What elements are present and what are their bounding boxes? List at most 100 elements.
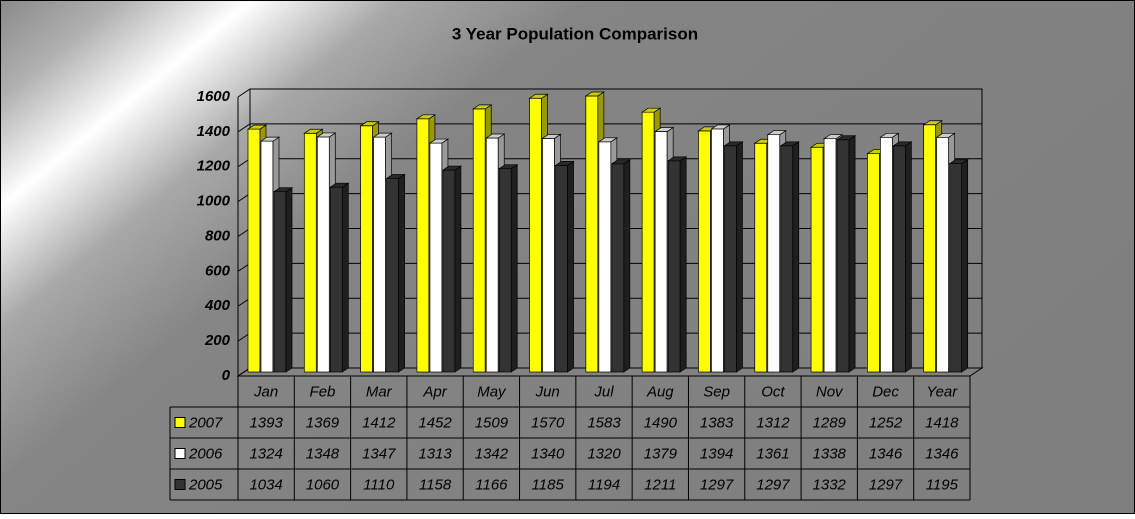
legend-label: 2007 bbox=[188, 414, 223, 431]
table-value: 1185 bbox=[532, 476, 565, 493]
bar-top bbox=[879, 132, 900, 138]
y-tick-label: 1600 bbox=[197, 88, 231, 105]
table-value: 1369 bbox=[306, 414, 340, 431]
table-value: 1452 bbox=[418, 414, 452, 431]
bar-top bbox=[779, 141, 800, 147]
bar-front bbox=[641, 111, 655, 373]
bar-front bbox=[429, 142, 443, 373]
bar-front bbox=[810, 146, 824, 373]
bar bbox=[666, 156, 688, 373]
y-tick-label: 200 bbox=[204, 332, 231, 349]
table-value: 1348 bbox=[306, 445, 340, 462]
bar-front bbox=[485, 137, 499, 373]
bar-front bbox=[386, 178, 399, 373]
bar bbox=[835, 135, 857, 373]
bar-side bbox=[510, 164, 518, 373]
table-value: 1297 bbox=[756, 476, 790, 493]
bar-front bbox=[598, 141, 612, 373]
table-value: 1383 bbox=[700, 414, 734, 431]
x-tick-label: Jan bbox=[253, 383, 278, 400]
bar-front bbox=[329, 186, 343, 373]
bar-top bbox=[415, 114, 437, 120]
bar-front bbox=[936, 136, 950, 373]
table-value: 1583 bbox=[587, 414, 621, 431]
bar-top bbox=[666, 156, 688, 162]
bar-front bbox=[880, 136, 893, 373]
bar-top bbox=[272, 187, 294, 193]
bar-front bbox=[698, 130, 711, 373]
bar-top bbox=[935, 132, 956, 138]
bar-front bbox=[667, 160, 681, 373]
bar-front bbox=[780, 145, 794, 373]
bar-front bbox=[724, 145, 737, 373]
bar-front bbox=[316, 136, 330, 373]
bar-front bbox=[303, 132, 317, 373]
bar-top bbox=[766, 130, 787, 136]
bar bbox=[948, 158, 969, 373]
grid-line bbox=[237, 88, 982, 98]
table-value: 1347 bbox=[362, 445, 396, 462]
bar-top bbox=[303, 128, 324, 134]
table-value: 1166 bbox=[475, 476, 508, 493]
bar-top bbox=[329, 182, 350, 188]
bar bbox=[441, 165, 463, 373]
bar-side bbox=[848, 135, 856, 373]
table-value: 1340 bbox=[531, 445, 565, 462]
table-value: 1346 bbox=[869, 445, 903, 462]
bar-top bbox=[372, 132, 393, 138]
bar-front bbox=[823, 138, 837, 373]
bar-top bbox=[316, 132, 337, 138]
legend-swatch bbox=[174, 479, 186, 490]
bar-top bbox=[259, 136, 281, 142]
x-tick-label: Nov bbox=[816, 383, 844, 400]
legend-swatch bbox=[174, 448, 186, 459]
bar-side bbox=[285, 187, 293, 373]
legend-label: 2005 bbox=[188, 476, 223, 493]
bar-top bbox=[485, 133, 506, 139]
bar-side bbox=[567, 160, 574, 373]
bar-front bbox=[654, 131, 668, 373]
x-tick-label: Year bbox=[926, 383, 958, 400]
x-tick-label: Dec bbox=[872, 383, 899, 400]
bar-front bbox=[949, 163, 963, 373]
x-tick-label: Oct bbox=[761, 383, 785, 400]
bar-front bbox=[867, 153, 880, 373]
table-value: 1252 bbox=[869, 414, 903, 431]
table-value: 1570 bbox=[531, 414, 565, 431]
table-value: 1195 bbox=[926, 476, 959, 493]
bar-front bbox=[360, 125, 373, 373]
bar-top bbox=[822, 134, 844, 140]
bar-top bbox=[441, 165, 463, 171]
legend-swatch bbox=[174, 417, 186, 428]
table-value: 1194 bbox=[588, 476, 620, 493]
x-tick-label: Apr bbox=[422, 383, 447, 400]
bar-top bbox=[723, 141, 744, 147]
table-value: 1312 bbox=[756, 414, 790, 431]
table-value: 1342 bbox=[475, 445, 509, 462]
bar-front bbox=[585, 95, 599, 373]
bar-front bbox=[373, 136, 386, 373]
bar-top bbox=[584, 91, 606, 97]
y-tick-label: 1400 bbox=[197, 123, 231, 140]
table-value: 1110 bbox=[363, 476, 395, 493]
bar-front bbox=[498, 168, 512, 373]
bar bbox=[385, 173, 406, 373]
bar-top bbox=[385, 174, 406, 179]
bar-top bbox=[359, 121, 380, 127]
bar-top bbox=[653, 127, 675, 132]
bar-top bbox=[498, 164, 519, 170]
bar-front bbox=[529, 97, 542, 373]
bar-top bbox=[610, 159, 632, 165]
bar-side bbox=[341, 182, 349, 373]
bar-front bbox=[836, 139, 850, 373]
bar-side bbox=[679, 156, 687, 373]
bar-front bbox=[923, 124, 937, 373]
bar-top bbox=[922, 120, 943, 126]
y-tick-label: 400 bbox=[204, 297, 231, 314]
bar bbox=[272, 187, 294, 373]
bar-top bbox=[541, 133, 562, 139]
x-tick-label: Jul bbox=[593, 383, 614, 400]
bar bbox=[554, 160, 575, 373]
bar-top bbox=[710, 124, 731, 130]
bar bbox=[779, 141, 800, 373]
